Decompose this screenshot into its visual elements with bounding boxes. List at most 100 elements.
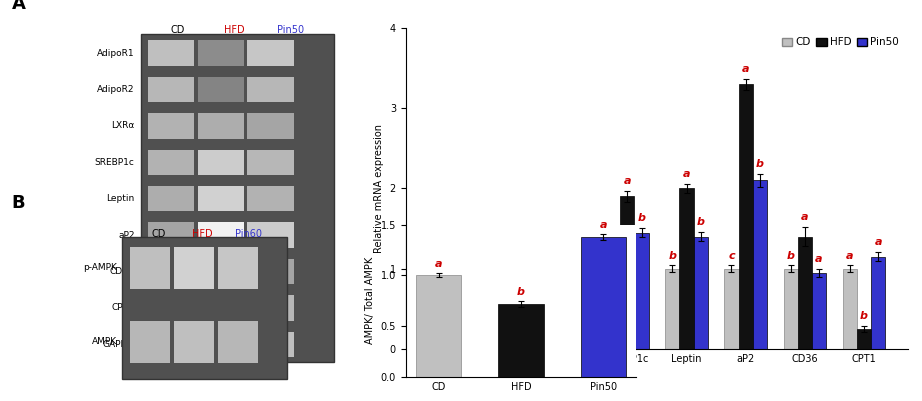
Text: HFD: HFD: [192, 229, 212, 239]
Bar: [148, 295, 195, 320]
Bar: [148, 41, 195, 66]
Bar: [218, 321, 257, 363]
Bar: [173, 321, 214, 363]
Text: a: a: [564, 225, 572, 235]
Text: a: a: [435, 259, 443, 269]
Bar: [247, 186, 294, 211]
Text: CPT1: CPT1: [112, 303, 135, 312]
Text: b: b: [460, 242, 468, 252]
Bar: [197, 77, 244, 102]
Bar: [247, 113, 294, 139]
Bar: [247, 41, 294, 66]
Text: a: a: [623, 176, 631, 186]
Bar: [784, 269, 798, 349]
Bar: [606, 269, 621, 349]
Bar: [581, 237, 626, 377]
Text: AdipoR1: AdipoR1: [97, 49, 135, 58]
Text: b: b: [697, 217, 704, 227]
Bar: [429, 269, 443, 349]
Text: aP2: aP2: [118, 231, 135, 239]
Text: a: a: [815, 254, 822, 264]
Bar: [148, 186, 195, 211]
Bar: [148, 77, 195, 102]
Text: b: b: [860, 311, 868, 321]
Bar: [247, 332, 294, 357]
Bar: [197, 295, 244, 320]
Bar: [498, 304, 544, 377]
Bar: [871, 257, 885, 349]
Text: b: b: [609, 251, 617, 261]
Bar: [197, 259, 244, 284]
Text: p-AMPK: p-AMPK: [83, 263, 117, 272]
Bar: [197, 41, 244, 66]
Text: AdipoR2: AdipoR2: [97, 85, 135, 94]
Bar: [247, 295, 294, 320]
Text: b: b: [637, 213, 645, 223]
Text: b: b: [786, 251, 795, 261]
Text: A: A: [12, 0, 26, 12]
Text: B: B: [11, 194, 25, 212]
Text: LXRα: LXRα: [112, 122, 135, 130]
Text: CD: CD: [151, 229, 165, 239]
Text: SREBP1c: SREBP1c: [95, 158, 135, 167]
Text: a: a: [431, 251, 440, 261]
Text: a: a: [446, 281, 454, 291]
Bar: [516, 261, 530, 349]
Text: a: a: [801, 212, 809, 222]
Bar: [173, 247, 214, 289]
Text: b: b: [578, 254, 586, 264]
Text: AMPK: AMPK: [92, 337, 117, 346]
Text: a: a: [683, 169, 691, 179]
Text: a: a: [491, 251, 499, 261]
Bar: [197, 222, 244, 248]
Text: a: a: [874, 237, 882, 247]
Text: CD36: CD36: [110, 267, 135, 276]
Text: Pin50: Pin50: [277, 25, 304, 35]
Bar: [488, 269, 502, 349]
Bar: [634, 233, 649, 349]
Bar: [561, 245, 575, 349]
Bar: [148, 222, 195, 248]
Bar: [843, 269, 857, 349]
Text: GAPDH: GAPDH: [102, 340, 135, 349]
Bar: [457, 261, 471, 349]
Bar: [812, 273, 826, 349]
Bar: [502, 299, 516, 349]
Bar: [665, 269, 680, 349]
Text: HFD: HFD: [224, 25, 244, 35]
Text: b: b: [756, 159, 764, 169]
Bar: [148, 332, 195, 357]
Text: b: b: [668, 251, 677, 261]
Bar: [725, 269, 739, 349]
Text: b: b: [519, 242, 527, 252]
Bar: [798, 237, 812, 349]
Bar: [247, 77, 294, 102]
Bar: [247, 150, 294, 175]
Bar: [122, 237, 288, 379]
Bar: [443, 299, 457, 349]
Bar: [197, 113, 244, 139]
Text: a: a: [846, 251, 854, 261]
Bar: [752, 180, 767, 349]
Bar: [148, 259, 195, 284]
Text: Leptin: Leptin: [106, 194, 135, 203]
Bar: [416, 275, 461, 377]
Bar: [857, 329, 871, 349]
Y-axis label: AMPK/ Total AMPK: AMPK/ Total AMPK: [365, 257, 375, 344]
Bar: [247, 222, 294, 248]
Bar: [621, 196, 634, 349]
Bar: [680, 188, 693, 349]
Bar: [148, 150, 195, 175]
Legend: CD, HFD, Pin50: CD, HFD, Pin50: [778, 33, 903, 52]
Bar: [575, 273, 589, 349]
Text: b: b: [550, 251, 558, 261]
Bar: [693, 237, 708, 349]
Text: CD: CD: [171, 25, 185, 35]
Text: a: a: [505, 281, 513, 291]
Text: a: a: [599, 220, 607, 230]
Text: Pin60: Pin60: [235, 229, 262, 239]
Bar: [197, 150, 244, 175]
Bar: [739, 84, 752, 349]
Bar: [148, 113, 195, 139]
Text: a: a: [742, 64, 750, 74]
